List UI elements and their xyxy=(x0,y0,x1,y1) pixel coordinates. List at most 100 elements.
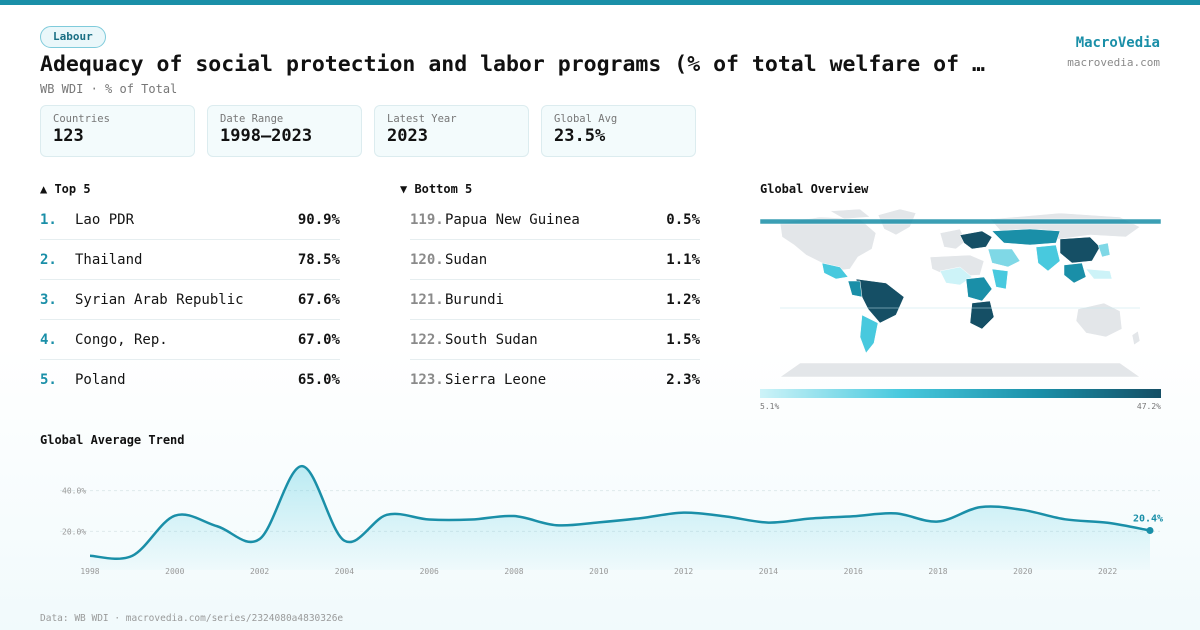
trend-end-label: 20.4% xyxy=(1133,514,1163,525)
rank-number: 3. xyxy=(40,291,57,308)
list-item[interactable]: 4. Congo, Rep. 67.0% xyxy=(40,320,340,360)
trend-point-1998 xyxy=(88,554,92,558)
trend-point-2005 xyxy=(385,513,389,517)
rank-number: 123. xyxy=(410,372,444,388)
trend-end-point xyxy=(1146,527,1154,535)
trend-point-2018 xyxy=(936,520,940,524)
map-region-andes xyxy=(847,280,863,298)
list-item[interactable]: 2. Thailand 78.5% xyxy=(40,240,340,280)
brand: MacroVedia macrovedia.com xyxy=(1067,35,1160,69)
country-value: 1.2% xyxy=(666,291,700,308)
map-region-band-north xyxy=(759,218,1162,225)
trend-point-2016 xyxy=(851,514,855,518)
list-item[interactable]: 120. Sudan 1.1% xyxy=(410,240,700,280)
country-name: Poland xyxy=(75,372,126,388)
map-region-southern-cone xyxy=(859,314,879,354)
category-badge[interactable]: Labour xyxy=(40,26,106,48)
trend-x-tick-label: 2018 xyxy=(928,567,947,576)
trend-x-tick-label: 2020 xyxy=(1013,567,1032,576)
legend-min-label: 5.1% xyxy=(760,402,780,411)
trend-point-2023 xyxy=(1148,529,1152,533)
trend-point-2009 xyxy=(554,523,558,527)
map-region-east-africa xyxy=(991,268,1009,290)
stat-value: 2023 xyxy=(387,126,428,146)
country-value: 90.9% xyxy=(297,211,340,228)
map-legend-gradient xyxy=(760,389,1161,398)
trend-x-tick-label: 2004 xyxy=(335,567,354,576)
stat-value: 23.5% xyxy=(554,126,606,146)
stat-card-latest-year: Latest Year 2023 xyxy=(374,105,529,157)
bottom5-list: 119. Papua New Guinea 0.5% 120. Sudan 1.… xyxy=(410,200,700,400)
country-name: Syrian Arab Republic xyxy=(75,291,244,308)
trend-point-2014 xyxy=(766,521,770,525)
map-region-central-africa xyxy=(965,276,993,302)
trend-x-tick-label: 2012 xyxy=(674,567,693,576)
brand-name[interactable]: MacroVedia xyxy=(1075,35,1160,51)
trend-point-2019 xyxy=(978,505,982,509)
list-item[interactable]: 121. Burundi 1.2% xyxy=(410,280,700,320)
trend-x-tick-label: 2010 xyxy=(589,567,608,576)
trend-point-2010 xyxy=(597,520,601,524)
trend-point-2008 xyxy=(512,514,516,518)
map-region-middle-east xyxy=(987,248,1021,268)
country-name: Lao PDR xyxy=(75,211,135,228)
map-region-australia xyxy=(1075,302,1123,338)
stat-card-global-avg: Global Avg 23.5% xyxy=(541,105,696,157)
trend-point-2013 xyxy=(724,514,728,518)
map-region-west-europe xyxy=(939,228,967,250)
trend-heading: Global Average Trend xyxy=(40,433,185,447)
list-item[interactable]: 1. Lao PDR 90.9% xyxy=(40,200,340,240)
trend-area xyxy=(90,466,1150,570)
trend-point-2017 xyxy=(894,511,898,515)
country-name: Sudan xyxy=(445,251,488,268)
country-name: South Sudan xyxy=(445,331,538,348)
trend-point-2003 xyxy=(300,464,304,468)
list-item[interactable]: 123. Sierra Leone 2.3% xyxy=(410,360,700,400)
map-region-arctic-islands xyxy=(828,208,871,220)
map-region-southern-africa xyxy=(969,300,995,330)
trend-point-2022 xyxy=(1106,521,1110,525)
stat-card-date-range: Date Range 1998–2023 xyxy=(207,105,362,157)
trend-point-2004 xyxy=(342,539,346,543)
map-region-south-asia xyxy=(1035,244,1061,272)
stat-value: 123 xyxy=(53,126,84,146)
brand-url[interactable]: macrovedia.com xyxy=(1067,56,1160,69)
trend-x-tick-label: 2008 xyxy=(504,567,523,576)
map-region-china xyxy=(1059,236,1101,264)
rank-number: 122. xyxy=(410,331,444,348)
trend-x-ticks: 1998 2000 2002 2004 2006 2008 2010 2012 2014 2016… xyxy=(80,567,1117,576)
map-region-indonesia xyxy=(1085,268,1113,280)
list-item[interactable]: 119. Papua New Guinea 0.5% xyxy=(410,200,700,240)
stat-label: Date Range xyxy=(220,113,284,125)
trend-point-2006 xyxy=(427,518,431,522)
trend-point-2020 xyxy=(1021,508,1025,512)
trend-point-2021 xyxy=(1063,517,1067,521)
world-map[interactable] xyxy=(759,205,1162,380)
list-item[interactable]: 5. Poland 65.0% xyxy=(40,360,340,400)
country-value: 67.0% xyxy=(297,331,340,348)
country-value: 1.5% xyxy=(666,331,700,348)
list-item[interactable]: 3. Syrian Arab Republic 67.6% xyxy=(40,280,340,320)
stat-card-countries: Countries 123 xyxy=(40,105,195,157)
trend-point-2015 xyxy=(809,517,813,521)
trend-x-tick-label: 1998 xyxy=(80,567,99,576)
trend-x-tick-label: 2000 xyxy=(165,567,184,576)
bottom5-heading: ▼ Bottom 5 xyxy=(400,182,473,196)
legend-max-label: 47.2% xyxy=(1136,402,1161,411)
trend-y-tick-label: 40.0% xyxy=(62,487,86,496)
country-name: Congo, Rep. xyxy=(75,331,168,348)
stat-label: Global Avg xyxy=(554,113,618,125)
trend-grid: 20.0% 40.0% xyxy=(60,487,1160,536)
trend-x-tick-label: 2016 xyxy=(844,567,863,576)
list-item[interactable]: 122. South Sudan 1.5% xyxy=(410,320,700,360)
map-region-north-america xyxy=(779,216,877,272)
page-subtitle: WB WDI · % of Total xyxy=(40,82,178,96)
stat-label: Latest Year xyxy=(387,113,457,125)
stat-label: Countries xyxy=(53,113,110,125)
trend-chart[interactable]: 20.0% 40.0% 1998 2000 2002 2004 2006 2008 2010 2… xyxy=(0,450,1200,590)
country-value: 1.1% xyxy=(666,251,700,268)
trend-point-2001 xyxy=(215,524,219,528)
top5-heading: ▲ Top 5 xyxy=(40,182,91,196)
trend-point-2000 xyxy=(173,514,177,518)
rank-number: 1. xyxy=(40,211,57,228)
